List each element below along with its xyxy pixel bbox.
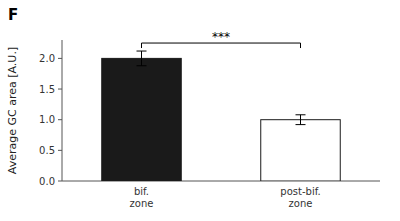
y-axis-label: Average GC area [A.U.]: [6, 47, 19, 174]
y-axis: 0.0 0.5 1.0 1.5 2.0: [39, 40, 62, 187]
x-tick-label: bif.zone: [130, 186, 154, 209]
y-axis-line: [62, 40, 63, 181]
plot-area: [102, 51, 341, 181]
x-tick-label-line: zone: [130, 198, 154, 209]
y-tick-label: 0.5: [39, 145, 55, 156]
y-tick-label: 2.0: [39, 53, 55, 64]
y-tick-label: 0.0: [39, 176, 55, 187]
annotation: ***: [212, 30, 230, 44]
y-tick: [58, 119, 62, 120]
error-cap: [296, 114, 306, 115]
error-stem: [300, 115, 301, 125]
y-tick: [58, 58, 62, 59]
error-cap: [137, 65, 147, 66]
error-stem: [141, 51, 142, 66]
x-tick-label-line: post-bif.: [280, 186, 320, 197]
error-cap: [137, 51, 147, 52]
x-tick-label-line: zone: [289, 198, 313, 209]
x-tick-label: post-bif.zone: [280, 186, 320, 209]
error-cap: [296, 124, 306, 125]
bar: [261, 120, 341, 181]
error-bar: [296, 115, 306, 125]
y-tick: [58, 181, 62, 182]
y-tick-label: 1.0: [39, 114, 55, 125]
bar: [102, 58, 182, 181]
x-tick-label-line: bif.: [134, 186, 149, 197]
y-tick: [58, 150, 62, 151]
title: F: [8, 6, 18, 24]
chart: 0.00.51.01.52.0bif.zonepost-bif.zone***A…: [0, 0, 400, 221]
y-tick: [58, 89, 62, 90]
y-tick-label: 1.5: [39, 84, 55, 95]
error-bar: [137, 51, 147, 66]
